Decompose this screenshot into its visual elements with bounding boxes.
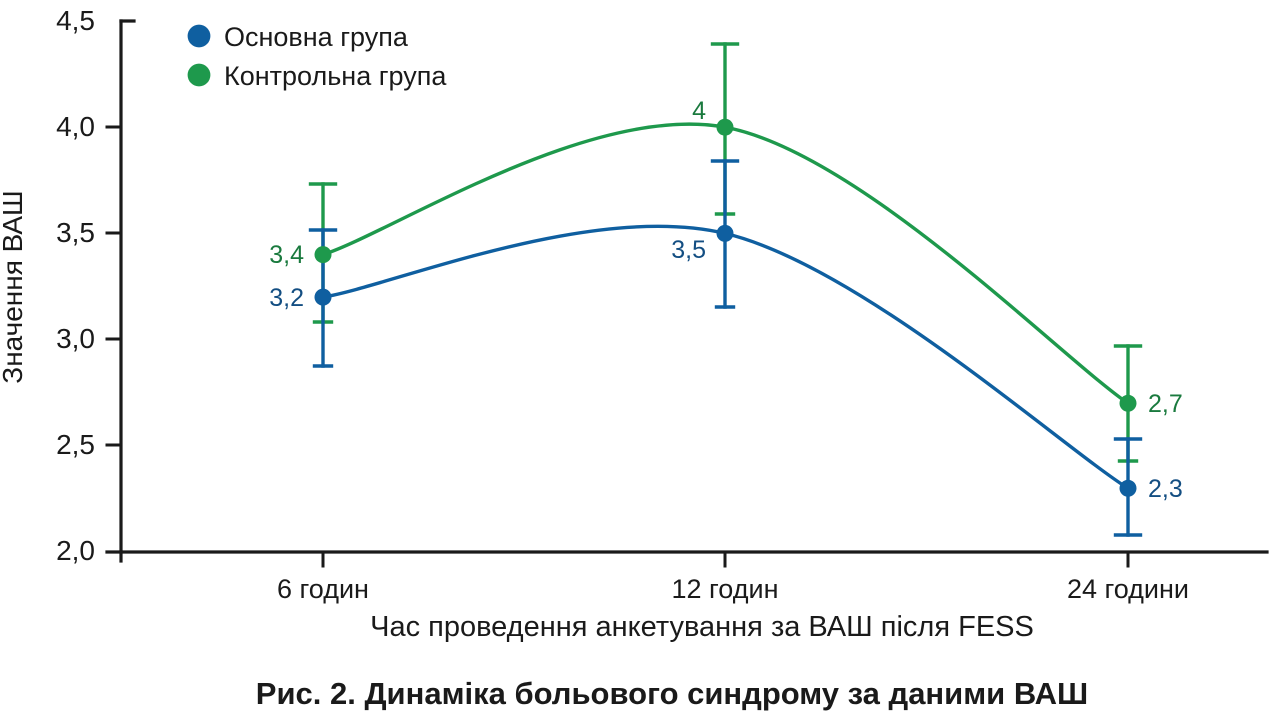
svg-text:6 годин: 6 годин [277,574,369,604]
svg-text:3,0: 3,0 [56,323,95,354]
svg-text:2,5: 2,5 [56,429,95,460]
svg-text:4,0: 4,0 [56,111,95,142]
svg-text:2,0: 2,0 [56,535,95,566]
svg-text:Час проведення анкетування за: Час проведення анкетування за ВАШ після … [370,611,1034,643]
svg-text:Рис. 2. Динаміка больового син: Рис. 2. Динаміка больового синдрому за д… [256,676,1088,711]
svg-text:3,5: 3,5 [56,217,95,248]
svg-text:2,7: 2,7 [1148,390,1183,418]
svg-text:3,4: 3,4 [269,241,304,269]
svg-text:3,5: 3,5 [671,236,706,264]
svg-text:Значення ВАШ: Значення ВАШ [0,190,28,383]
svg-text:12 годин: 12 годин [672,574,779,604]
svg-text:3,2: 3,2 [269,284,304,312]
svg-text:Основна група: Основна група [224,22,409,52]
svg-text:Контрольна група: Контрольна група [224,61,447,91]
svg-text:24 години: 24 години [1067,574,1189,604]
svg-text:4,5: 4,5 [56,5,95,36]
svg-text:2,3: 2,3 [1148,475,1183,503]
svg-text:4: 4 [692,97,706,125]
